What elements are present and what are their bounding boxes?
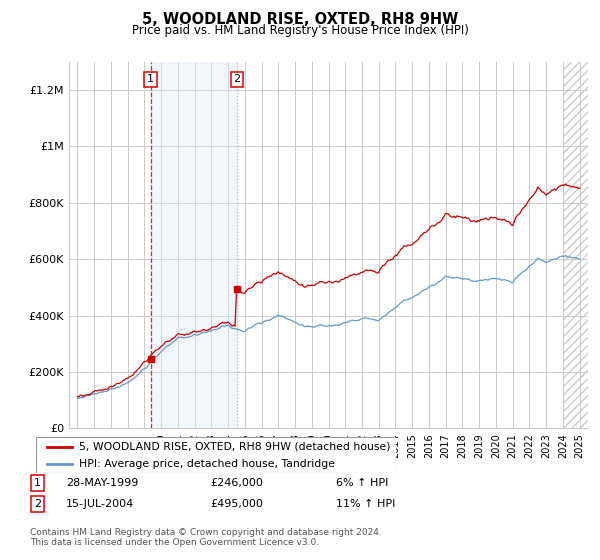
Text: £246,000: £246,000 xyxy=(210,478,263,488)
Text: Price paid vs. HM Land Registry's House Price Index (HPI): Price paid vs. HM Land Registry's House … xyxy=(131,24,469,37)
Text: £495,000: £495,000 xyxy=(210,499,263,509)
Text: 2: 2 xyxy=(34,499,41,509)
Text: 6% ↑ HPI: 6% ↑ HPI xyxy=(336,478,388,488)
Text: 28-MAY-1999: 28-MAY-1999 xyxy=(66,478,139,488)
Bar xyxy=(151,62,237,428)
Text: 2: 2 xyxy=(233,74,241,85)
Text: 15-JUL-2004: 15-JUL-2004 xyxy=(66,499,134,509)
Text: 5, WOODLAND RISE, OXTED, RH8 9HW (detached house): 5, WOODLAND RISE, OXTED, RH8 9HW (detach… xyxy=(79,442,391,452)
Text: Contains HM Land Registry data © Crown copyright and database right 2024.
This d: Contains HM Land Registry data © Crown c… xyxy=(30,528,382,547)
FancyBboxPatch shape xyxy=(36,437,396,473)
Text: 5, WOODLAND RISE, OXTED, RH8 9HW: 5, WOODLAND RISE, OXTED, RH8 9HW xyxy=(142,12,458,27)
Text: HPI: Average price, detached house, Tandridge: HPI: Average price, detached house, Tand… xyxy=(79,459,335,469)
Text: 1: 1 xyxy=(147,74,154,85)
Bar xyxy=(563,62,588,428)
Text: 1: 1 xyxy=(34,478,41,488)
Text: 11% ↑ HPI: 11% ↑ HPI xyxy=(336,499,395,509)
